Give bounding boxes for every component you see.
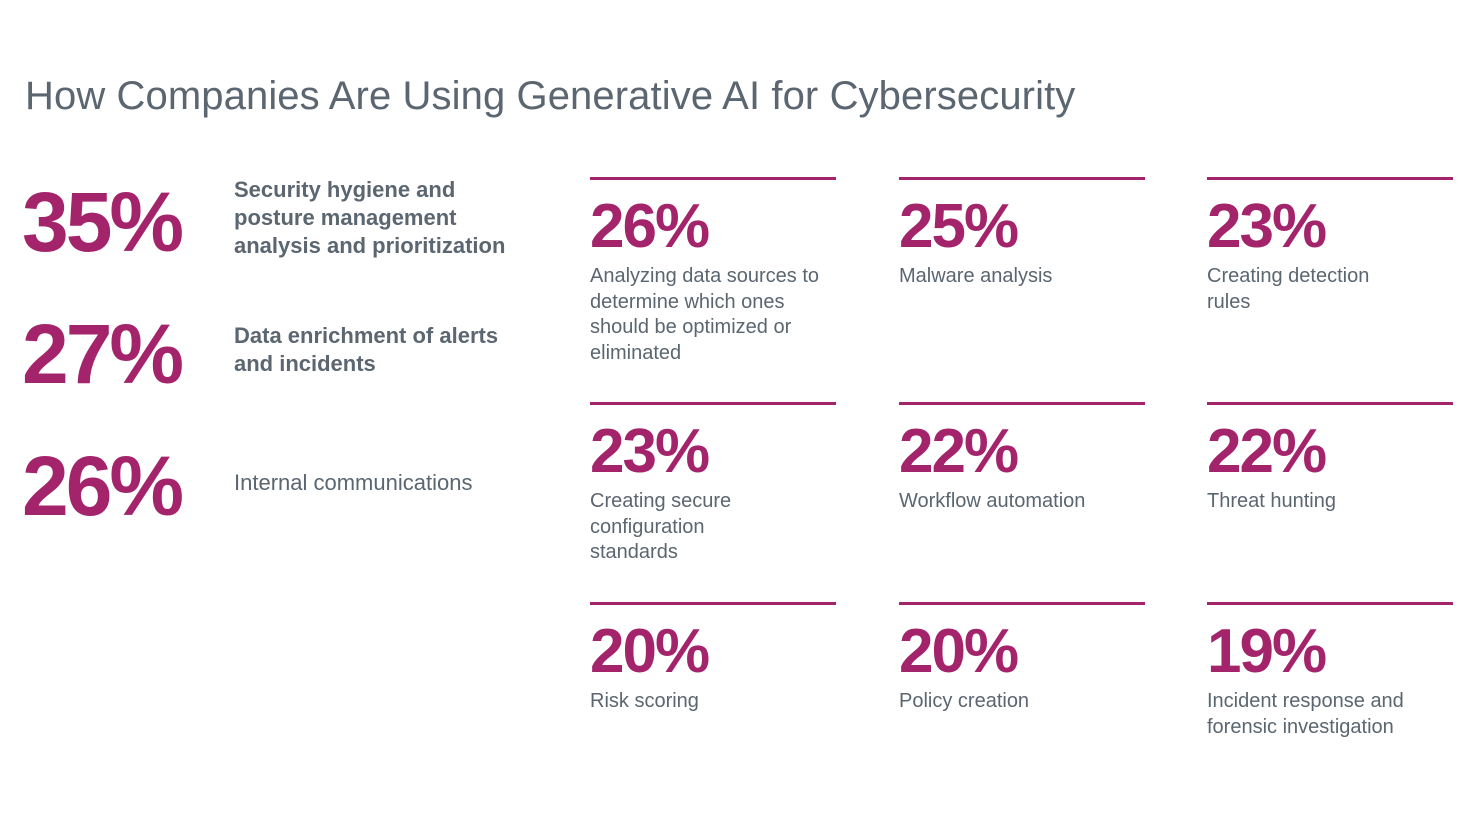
stat-label: Analyzing data sources to determine whic…: [590, 265, 820, 364]
stat-value: 22%: [899, 417, 1019, 486]
stat-label: Risk scoring: [590, 690, 699, 712]
card-divider: [590, 402, 836, 405]
stat-card: 20% Policy creation: [899, 602, 1145, 715]
stat-value: 20%: [590, 617, 710, 686]
card-divider: [1207, 177, 1453, 180]
stat-value: 20%: [899, 617, 1019, 686]
stat-label: Creating detection rules: [1207, 265, 1370, 313]
stat-value: 23%: [590, 417, 710, 486]
stat-value: 35%: [22, 175, 184, 269]
stat-value: 22%: [1207, 417, 1327, 486]
stat-label: Creating secure configuration standards: [590, 490, 732, 563]
top-stat: 35% Security hygiene and posture managem…: [22, 175, 562, 270]
card-divider: [1207, 402, 1453, 405]
stat-value: 23%: [1207, 192, 1327, 261]
stat-card: 22% Workflow automation: [899, 402, 1145, 515]
stat-card: 26% Analyzing data sources to determine …: [590, 177, 836, 366]
stat-label: Internal communications: [234, 470, 473, 495]
stat-value: 19%: [1207, 617, 1327, 686]
card-divider: [899, 402, 1145, 405]
stat-card: 23% Creating secure configuration standa…: [590, 402, 836, 566]
stat-label: Data enrichment of alerts and incidents: [234, 323, 499, 376]
stat-value: 25%: [899, 192, 1019, 261]
card-divider: [590, 602, 836, 605]
stat-card: 19% Incident response and forensic inves…: [1207, 602, 1453, 740]
card-divider: [899, 602, 1145, 605]
stat-card: 20% Risk scoring: [590, 602, 836, 715]
stat-value: 26%: [22, 439, 184, 533]
stat-card: 23% Creating detection rules: [1207, 177, 1453, 315]
stat-label: Security hygiene and posture management …: [234, 177, 506, 258]
stat-value: 26%: [590, 192, 710, 261]
stat-card: 25% Malware analysis: [899, 177, 1145, 290]
top-stat: 26% Internal communications: [22, 444, 562, 534]
stat-label: Threat hunting: [1207, 490, 1336, 512]
top-stat: 27% Data enrichment of alerts and incide…: [22, 312, 562, 402]
stat-label: Malware analysis: [899, 265, 1053, 287]
page-title: How Companies Are Using Generative AI fo…: [25, 74, 1076, 118]
card-divider: [590, 177, 836, 180]
stat-value: 27%: [22, 307, 184, 401]
card-divider: [899, 177, 1145, 180]
stat-label: Policy creation: [899, 690, 1030, 712]
stat-card: 22% Threat hunting: [1207, 402, 1453, 515]
card-divider: [1207, 602, 1453, 605]
stat-label: Incident response and forensic investiga…: [1207, 690, 1404, 738]
stat-label: Workflow automation: [899, 490, 1086, 512]
